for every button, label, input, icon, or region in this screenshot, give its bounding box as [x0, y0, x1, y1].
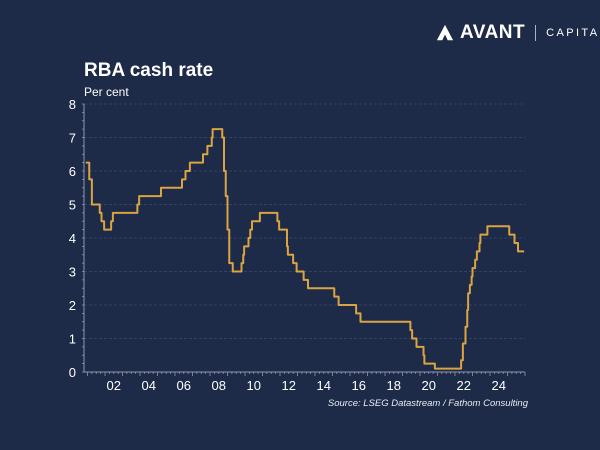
x-tick-label: 24: [492, 378, 506, 393]
x-tick-label: 06: [177, 378, 191, 393]
chart-title: RBA cash rate: [84, 60, 214, 81]
x-tick-label: 04: [142, 378, 156, 393]
x-tick-label: 14: [317, 378, 331, 393]
y-axis-label: Per cent: [84, 85, 129, 99]
y-tick-label: 0: [69, 365, 76, 380]
series: [85, 128, 525, 370]
x-tick-label: 10: [247, 378, 261, 393]
brand-suffix: CAPITAL: [546, 27, 600, 39]
gridlines: [84, 103, 525, 339]
x-tick-label: 18: [387, 378, 401, 393]
x-tick-label: 20: [422, 378, 436, 393]
avant-logo-icon: [436, 24, 454, 41]
brand-logo: AVANT CAPITAL: [436, 22, 600, 44]
y-tick-label: 6: [69, 164, 76, 179]
axes: [82, 103, 526, 376]
y-tick-label: 7: [69, 131, 76, 146]
x-tick-label: 22: [457, 378, 471, 393]
brand-name: AVANT: [460, 22, 526, 43]
y-tick-label: 8: [69, 97, 76, 112]
y-tick-label: 5: [69, 198, 76, 213]
y-tick-label: 3: [69, 265, 76, 280]
x-tick-label: 02: [107, 378, 121, 393]
x-tick-label: 16: [352, 378, 366, 393]
y-tick-label: 2: [69, 298, 76, 313]
y-tick-label: 4: [69, 231, 76, 246]
x-tick-label: 12: [282, 378, 296, 393]
x-tick-label: 08: [212, 378, 226, 393]
brand-divider: [535, 25, 537, 41]
y-tick-label: 1: [69, 332, 76, 347]
series-line-rba-cash-rate: [85, 128, 525, 370]
source-note: Source: LSEG Datastream / Fathom Consult…: [327, 398, 528, 409]
